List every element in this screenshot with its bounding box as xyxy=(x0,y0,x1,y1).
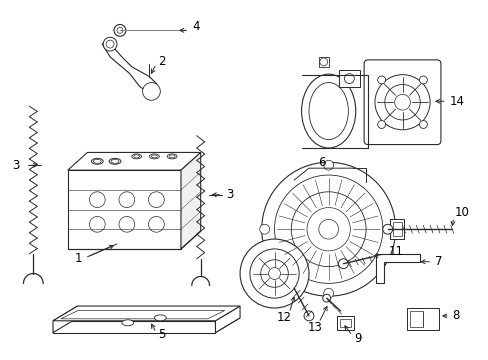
Text: 6: 6 xyxy=(317,156,325,169)
Polygon shape xyxy=(53,306,240,321)
Bar xyxy=(339,319,350,327)
Circle shape xyxy=(240,239,308,308)
Circle shape xyxy=(261,162,395,296)
Text: 10: 10 xyxy=(454,206,468,219)
Circle shape xyxy=(377,76,385,84)
Ellipse shape xyxy=(111,159,119,163)
Text: 8: 8 xyxy=(452,309,459,322)
Circle shape xyxy=(117,27,122,33)
Circle shape xyxy=(338,259,347,269)
Bar xyxy=(338,70,360,87)
Circle shape xyxy=(394,94,409,110)
Bar xyxy=(68,170,181,249)
Circle shape xyxy=(304,311,313,321)
Text: 4: 4 xyxy=(192,20,200,33)
Circle shape xyxy=(319,58,327,66)
Circle shape xyxy=(89,216,105,232)
Bar xyxy=(392,222,401,236)
Polygon shape xyxy=(68,152,200,170)
Circle shape xyxy=(377,121,385,129)
Ellipse shape xyxy=(154,315,166,321)
Ellipse shape xyxy=(151,155,157,158)
Circle shape xyxy=(274,175,382,283)
Polygon shape xyxy=(53,321,215,333)
Circle shape xyxy=(119,216,135,232)
Circle shape xyxy=(323,160,333,170)
Circle shape xyxy=(106,40,114,48)
Circle shape xyxy=(144,85,158,98)
Circle shape xyxy=(344,74,353,84)
Ellipse shape xyxy=(91,158,103,164)
Text: 2: 2 xyxy=(158,55,165,68)
Bar xyxy=(389,219,404,239)
Polygon shape xyxy=(53,318,240,333)
Polygon shape xyxy=(375,254,419,283)
Circle shape xyxy=(291,192,366,267)
Circle shape xyxy=(260,260,288,287)
Ellipse shape xyxy=(169,155,175,158)
Ellipse shape xyxy=(149,154,159,159)
Circle shape xyxy=(249,249,299,298)
Circle shape xyxy=(268,267,280,279)
Circle shape xyxy=(114,24,125,36)
Bar xyxy=(318,57,328,67)
Ellipse shape xyxy=(301,74,355,148)
Circle shape xyxy=(147,87,155,95)
Circle shape xyxy=(382,224,392,234)
FancyBboxPatch shape xyxy=(364,60,440,145)
Polygon shape xyxy=(181,152,200,249)
Text: 1: 1 xyxy=(75,252,82,265)
Polygon shape xyxy=(53,306,78,333)
Circle shape xyxy=(119,192,135,208)
Text: 5: 5 xyxy=(158,328,165,341)
Text: 13: 13 xyxy=(307,321,322,334)
Ellipse shape xyxy=(167,154,177,159)
Bar xyxy=(407,308,438,330)
Circle shape xyxy=(387,224,397,234)
Ellipse shape xyxy=(122,320,133,326)
Circle shape xyxy=(374,75,429,130)
Polygon shape xyxy=(61,310,224,319)
Text: 9: 9 xyxy=(353,332,361,345)
Circle shape xyxy=(142,82,160,100)
Bar xyxy=(336,316,353,330)
Text: 12: 12 xyxy=(276,311,291,324)
Ellipse shape xyxy=(133,155,140,158)
Ellipse shape xyxy=(93,159,101,163)
Circle shape xyxy=(148,192,164,208)
Ellipse shape xyxy=(308,82,347,140)
Text: 3: 3 xyxy=(12,159,20,172)
Circle shape xyxy=(148,216,164,232)
Circle shape xyxy=(419,121,427,129)
Circle shape xyxy=(384,85,419,120)
Text: 14: 14 xyxy=(449,95,464,108)
Circle shape xyxy=(89,192,105,208)
Ellipse shape xyxy=(131,154,142,159)
Bar xyxy=(409,311,422,327)
Circle shape xyxy=(318,219,338,239)
Polygon shape xyxy=(215,306,240,333)
Circle shape xyxy=(322,294,330,302)
Circle shape xyxy=(259,224,269,234)
Circle shape xyxy=(103,37,117,51)
Circle shape xyxy=(306,208,349,251)
Circle shape xyxy=(419,76,427,84)
Ellipse shape xyxy=(109,158,121,164)
Text: 7: 7 xyxy=(434,255,442,268)
Polygon shape xyxy=(102,40,159,96)
Text: 11: 11 xyxy=(388,246,403,258)
Text: 3: 3 xyxy=(226,188,233,201)
Circle shape xyxy=(323,288,333,298)
